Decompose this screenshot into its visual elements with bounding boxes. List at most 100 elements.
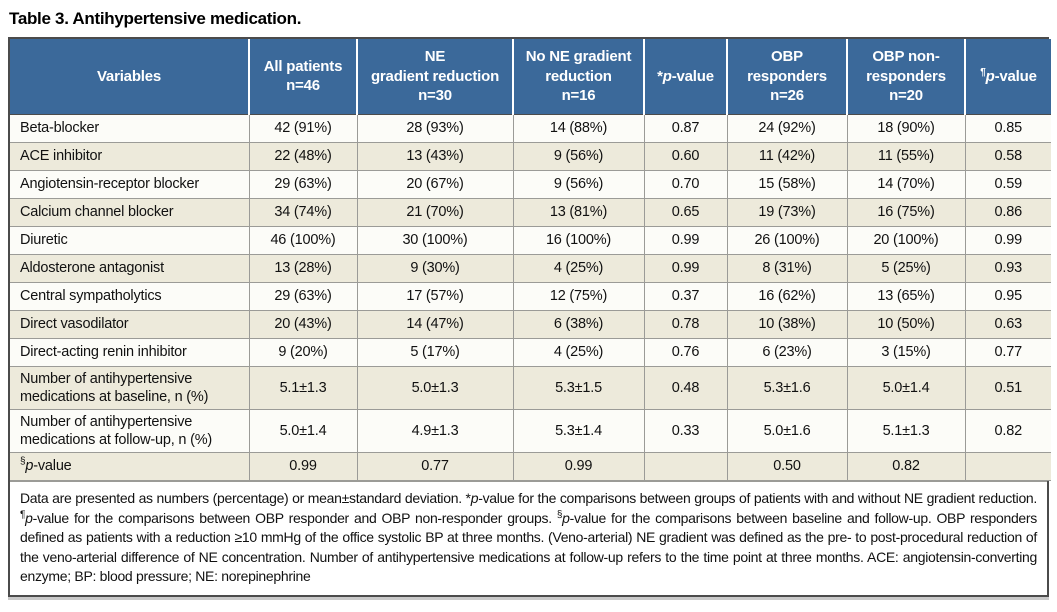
table-cell: 5 (17%): [356, 337, 514, 367]
table-cell: 9 (56%): [512, 169, 645, 199]
row-label: §p-value: [10, 452, 250, 481]
table-cell: 22 (48%): [248, 141, 358, 171]
table-cell: 0.78: [643, 309, 728, 339]
table-body: Beta-blocker 42 (91%) 28 (93%) 14 (88%) 0.87…: [10, 113, 1051, 481]
table-cell: 9 (20%): [248, 337, 358, 367]
table-cell: 5.0±1.4: [846, 365, 966, 410]
table-cell: 0.51: [964, 365, 1051, 410]
table-cell: 16 (75%): [846, 197, 966, 227]
row-label: Number of antihypertensive medications a…: [10, 408, 250, 454]
table-cell: 11 (42%): [726, 141, 848, 171]
table-cell: 5 (25%): [846, 253, 966, 283]
column-header: OBP responders n=26: [726, 39, 847, 115]
table-cell: 13 (81%): [512, 197, 645, 227]
row-label: Aldosterone antagonist: [10, 253, 250, 283]
table-cell: 4 (25%): [512, 253, 645, 283]
row-label: Calcium channel blocker: [10, 197, 250, 227]
table-row: Number of antihypertensive medications a…: [10, 365, 1051, 410]
table-cell: 5.3±1.5: [512, 365, 645, 410]
table-cell: 0.99: [512, 452, 645, 481]
table-row: Angiotensin-receptor blocker 29 (63%) 20 (…: [10, 169, 1051, 199]
table-cell: 14 (47%): [356, 309, 514, 339]
table-cell: 0.85: [964, 113, 1051, 143]
row-label: Beta-blocker: [10, 113, 250, 143]
table-cell: [643, 452, 728, 481]
table-cell: 12 (75%): [512, 281, 645, 311]
column-header: Variables: [10, 39, 249, 115]
table-frame: Variables All patients n=46 NE gradient redu…: [8, 37, 1051, 597]
table-cell: 26 (100%): [726, 225, 848, 255]
table-cell: 0.77: [356, 452, 514, 481]
medication-table: Variables All patients n=46 NE gradient redu…: [10, 39, 1051, 481]
row-label: Central sympatholytics: [10, 281, 250, 311]
table-cell: 6 (38%): [512, 309, 645, 339]
table-header: Variables All patients n=46 NE gradient redu…: [10, 39, 1051, 115]
page: Table 3. Antihypertensive medication. Va…: [8, 9, 1051, 597]
table-cell: 15 (58%): [726, 169, 848, 199]
table-row: Beta-blocker 42 (91%) 28 (93%) 14 (88%) 0.87…: [10, 113, 1051, 143]
table-cell: 21 (70%): [356, 197, 514, 227]
table-cell: 0.99: [964, 225, 1051, 255]
row-label: ACE inhibitor: [10, 141, 250, 171]
table-footnote: Data are presented as numbers (percentag…: [10, 481, 1047, 595]
table-cell: 3 (15%): [846, 337, 966, 367]
table-cell: 20 (43%): [248, 309, 358, 339]
table-cell: 0.48: [643, 365, 728, 410]
table-cell: 29 (63%): [248, 169, 358, 199]
table-cell: 5.0±1.4: [248, 408, 358, 454]
table-cell: 10 (38%): [726, 309, 848, 339]
table-cell: 0.65: [643, 197, 728, 227]
table-cell: 0.59: [964, 169, 1051, 199]
table-cell: 14 (70%): [846, 169, 966, 199]
table-cell: 19 (73%): [726, 197, 848, 227]
table-cell: 13 (43%): [356, 141, 514, 171]
table-cell: 5.1±1.3: [846, 408, 966, 454]
table-row: §p-value 0.99 0.77 0.99 0.50 0.82: [10, 452, 1051, 481]
column-header: NE gradient reduction n=30: [356, 39, 513, 115]
table-cell: 5.3±1.6: [726, 365, 848, 410]
table-cell: 0.60: [643, 141, 728, 171]
table-cell: 8 (31%): [726, 253, 848, 283]
table-cell: 14 (88%): [512, 113, 645, 143]
table-cell: 13 (28%): [248, 253, 358, 283]
row-label: Diuretic: [10, 225, 250, 255]
table-cell: 42 (91%): [248, 113, 358, 143]
table-cell: 0.82: [846, 452, 966, 481]
table-row: Calcium channel blocker 34 (74%) 21 (70%) 1…: [10, 197, 1051, 227]
table-cell: [964, 452, 1051, 481]
table-row: Diuretic 46 (100%) 30 (100%) 16 (100%) 0.99 2…: [10, 225, 1051, 255]
table-cell: 24 (92%): [726, 113, 848, 143]
table-cell: 0.77: [964, 337, 1051, 367]
table-cell: 5.0±1.6: [726, 408, 848, 454]
table-cell: 0.95: [964, 281, 1051, 311]
table-cell: 0.93: [964, 253, 1051, 283]
table-cell: 5.1±1.3: [248, 365, 358, 410]
row-label: Direct vasodilator: [10, 309, 250, 339]
table-cell: 0.99: [643, 253, 728, 283]
table-cell: 5.3±1.4: [512, 408, 645, 454]
table-cell: 20 (67%): [356, 169, 514, 199]
table-cell: 16 (100%): [512, 225, 645, 255]
table-cell: 16 (62%): [726, 281, 848, 311]
table-cell: 29 (63%): [248, 281, 358, 311]
table-cell: 9 (56%): [512, 141, 645, 171]
row-label: Angiotensin-receptor blocker: [10, 169, 250, 199]
table-cell: 0.58: [964, 141, 1051, 171]
table-cell: 11 (55%): [846, 141, 966, 171]
table-cell: 0.86: [964, 197, 1051, 227]
table-cell: 46 (100%): [248, 225, 358, 255]
row-label: Direct-acting renin inhibitor: [10, 337, 250, 367]
table-cell: 9 (30%): [356, 253, 514, 283]
column-header: *p-value: [643, 39, 727, 115]
column-header: All patients n=46: [248, 39, 357, 115]
table-row: Central sympatholytics 29 (63%) 17 (57%) 12…: [10, 281, 1051, 311]
table-row: ACE inhibitor 22 (48%) 13 (43%) 9 (56%) 0.60…: [10, 141, 1051, 171]
page-title: Table 3. Antihypertensive medication.: [9, 9, 302, 28]
table-cell: 0.33: [643, 408, 728, 454]
table-cell: 5.0±1.3: [356, 365, 514, 410]
table-row: Direct vasodilator 20 (43%) 14 (47%) 6 (38%…: [10, 309, 1051, 339]
table-cell: 30 (100%): [356, 225, 514, 255]
table-cell: 0.82: [964, 408, 1051, 454]
table-cell: 34 (74%): [248, 197, 358, 227]
table-row: Aldosterone antagonist 13 (28%) 9 (30%) 4 (…: [10, 253, 1051, 283]
